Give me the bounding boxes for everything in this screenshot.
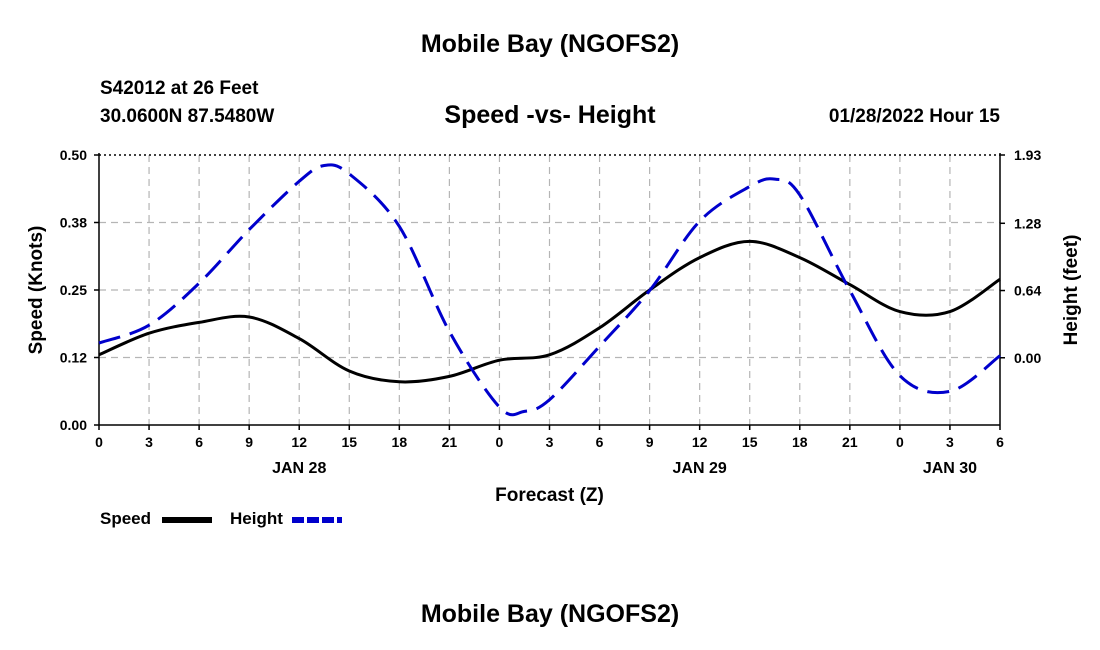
x-tick-label: 3 [546, 434, 554, 450]
chart-subtitle: Speed -vs- Height [444, 101, 656, 129]
x-tick-label: 6 [996, 434, 1004, 450]
x-tick-label: 0 [496, 434, 504, 450]
x-tick-label: 0 [95, 434, 103, 450]
y-tick-label: 0.25 [60, 282, 87, 298]
x-tick-label: 9 [245, 434, 253, 450]
x-axis-label: Forecast (Z) [495, 485, 604, 506]
y-tick-label: 0.38 [60, 215, 87, 231]
x-tick-label: 9 [646, 434, 654, 450]
x-tick-label: 15 [742, 434, 758, 450]
x-tick-label: 0 [896, 434, 904, 450]
legend-speed-label: Speed [100, 509, 152, 528]
x-tick-label: 12 [291, 434, 307, 450]
x-tick-label: 3 [946, 434, 954, 450]
y2-axis-label: Height (feet) [1061, 235, 1082, 346]
x-tick-label: 3 [145, 434, 153, 450]
y2-tick-label: 0.64 [1014, 283, 1041, 299]
x-tick-label: 15 [341, 434, 357, 450]
y2-tick-label: 1.93 [1014, 147, 1041, 163]
y2-tick-label: 1.28 [1014, 215, 1041, 231]
x-date-label: JAN 30 [923, 460, 977, 477]
y-tick-label: 0.00 [60, 417, 87, 433]
forecast-datetime: 01/28/2022 Hour 15 [828, 106, 1000, 127]
coordinates-label: 30.0600N 87.5480W [100, 106, 275, 127]
y2-tick-label: 0.00 [1014, 350, 1041, 366]
chart-title: Mobile Bay (NGOFS2) [420, 30, 680, 58]
x-tick-label: 18 [392, 434, 408, 450]
legend-height-label: Height [230, 509, 283, 528]
y-axis-label: Speed (Knots) [26, 226, 47, 355]
x-date-label: JAN 29 [673, 460, 727, 477]
station-label: S42012 at 26 Feet [100, 78, 259, 99]
footer-title: Mobile Bay (NGOFS2) [420, 600, 680, 628]
series-line-height [98, 163, 1001, 417]
x-tick-label: 21 [442, 434, 458, 450]
series-line-speed [98, 239, 1001, 384]
x-date-label: JAN 28 [272, 460, 326, 477]
x-tick-label: 12 [692, 434, 708, 450]
x-tick-label: 18 [792, 434, 808, 450]
x-tick-label: 21 [842, 434, 858, 450]
y-tick-label: 0.12 [60, 350, 87, 366]
x-tick-label: 6 [195, 434, 203, 450]
y-tick-label: 0.50 [60, 147, 87, 163]
x-tick-label: 6 [596, 434, 604, 450]
